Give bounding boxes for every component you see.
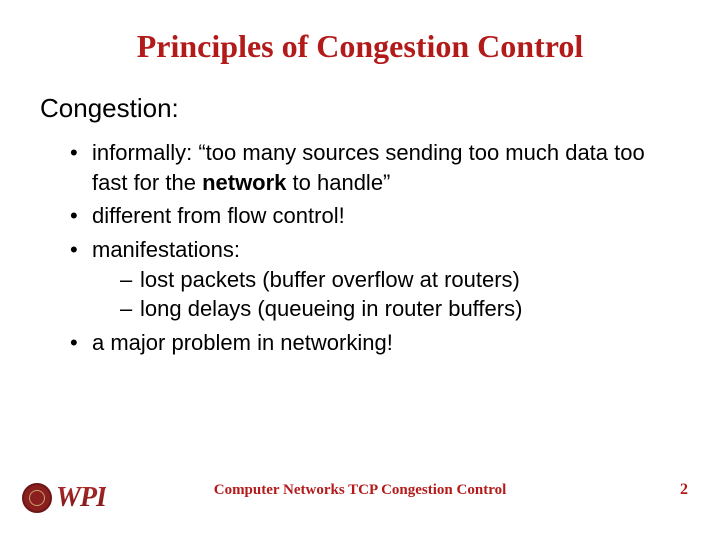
list-item: informally: “too many sources sending to… (70, 138, 680, 197)
bullet-text: lost packets (buffer overflow at routers… (140, 267, 520, 292)
list-item: a major problem in networking! (70, 328, 680, 358)
bullet-text: long delays (queueing in router buffers) (140, 296, 522, 321)
slide-subhead: Congestion: (40, 93, 680, 124)
page-number: 2 (680, 481, 688, 499)
bullet-list: informally: “too many sources sending to… (40, 138, 680, 358)
bullet-text: different from flow control! (92, 203, 345, 228)
slide-footer: WPI Computer Networks TCP Congestion Con… (0, 470, 720, 510)
list-item: different from flow control! (70, 201, 680, 231)
bullet-text: to handle” (286, 170, 390, 195)
slide-title: Principles of Congestion Control (40, 28, 680, 65)
list-item: lost packets (buffer overflow at routers… (120, 265, 680, 295)
bullet-text: a major problem in networking! (92, 330, 393, 355)
bullet-bold: network (202, 170, 286, 195)
list-item: manifestations: lost packets (buffer ove… (70, 235, 680, 324)
bullet-text: manifestations: (92, 237, 240, 262)
footer-title: Computer Networks TCP Congestion Control (0, 482, 720, 499)
list-item: long delays (queueing in router buffers) (120, 294, 680, 324)
sub-list: lost packets (buffer overflow at routers… (92, 265, 680, 324)
